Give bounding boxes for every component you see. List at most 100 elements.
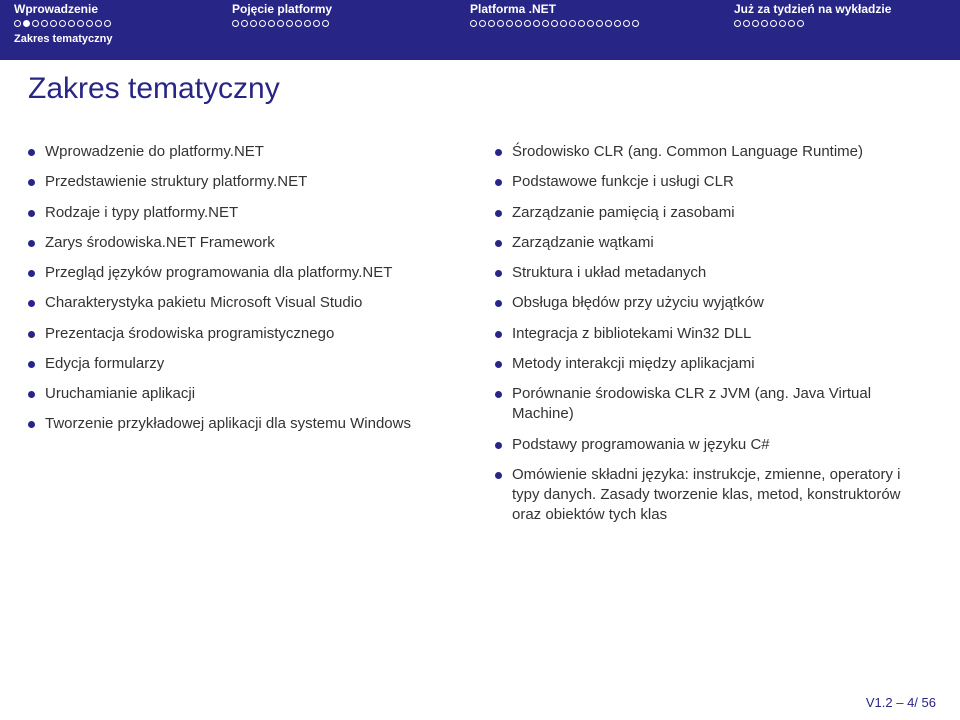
- progress-dot[interactable]: [506, 20, 513, 27]
- progress-dot[interactable]: [542, 20, 549, 27]
- list-item-text: Zarządzanie wątkami: [512, 233, 654, 253]
- header-section[interactable]: WprowadzenieZakres tematyczny: [14, 2, 232, 60]
- progress-dots: [232, 20, 470, 27]
- progress-dot[interactable]: [578, 20, 585, 27]
- content-columns: Wprowadzenie do platformy.NET Przedstawie…: [0, 114, 960, 536]
- bullet-icon: [28, 300, 35, 307]
- progress-dot[interactable]: [488, 20, 495, 27]
- list-item: Przegląd języków programowania dla platf…: [28, 263, 465, 283]
- progress-dot[interactable]: [779, 20, 786, 27]
- list-item: Zarys środowiska.NET Framework: [28, 233, 465, 253]
- progress-dot[interactable]: [250, 20, 257, 27]
- progress-dot[interactable]: [322, 20, 329, 27]
- progress-dot[interactable]: [623, 20, 630, 27]
- bullet-icon: [495, 240, 502, 247]
- progress-dot[interactable]: [104, 20, 111, 27]
- progress-dot[interactable]: [232, 20, 239, 27]
- list-item-text: Przedstawienie struktury platformy.NET: [45, 172, 307, 192]
- progress-dot[interactable]: [761, 20, 768, 27]
- header-section-title: Wprowadzenie: [14, 2, 232, 16]
- progress-dot[interactable]: [32, 20, 39, 27]
- progress-dot[interactable]: [68, 20, 75, 27]
- progress-dots: [14, 20, 232, 27]
- header-section[interactable]: Pojęcie platformy: [232, 2, 470, 60]
- progress-dot[interactable]: [295, 20, 302, 27]
- progress-dot[interactable]: [241, 20, 248, 27]
- progress-dot[interactable]: [569, 20, 576, 27]
- progress-dot[interactable]: [560, 20, 567, 27]
- bullet-icon: [28, 270, 35, 277]
- left-column: Wprowadzenie do platformy.NET Przedstawie…: [28, 142, 465, 536]
- right-column: Środowisko CLR (ang. Common Language Run…: [495, 142, 932, 536]
- progress-dot[interactable]: [797, 20, 804, 27]
- list-item-text: Wprowadzenie do platformy.NET: [45, 142, 264, 162]
- progress-dot[interactable]: [788, 20, 795, 27]
- progress-dot[interactable]: [752, 20, 759, 27]
- bullet-icon: [495, 361, 502, 368]
- list-item: Struktura i układ metadanych: [495, 263, 932, 283]
- progress-dot[interactable]: [59, 20, 66, 27]
- list-item: Omówienie składni języka: instrukcje, zm…: [495, 465, 932, 526]
- bullet-icon: [28, 179, 35, 186]
- progress-dot[interactable]: [479, 20, 486, 27]
- progress-dot[interactable]: [632, 20, 639, 27]
- list-item: Metody interakcji między aplikacjami: [495, 354, 932, 374]
- progress-dot[interactable]: [41, 20, 48, 27]
- progress-dot[interactable]: [605, 20, 612, 27]
- list-item: Tworzenie przykładowej aplikacji dla sys…: [28, 414, 465, 434]
- header-section-title: Już za tydzień na wykładzie: [734, 2, 946, 16]
- bullet-icon: [495, 391, 502, 398]
- progress-dot[interactable]: [95, 20, 102, 27]
- progress-dot[interactable]: [734, 20, 741, 27]
- progress-dot[interactable]: [515, 20, 522, 27]
- list-item: Zarządzanie pamięcią i zasobami: [495, 203, 932, 223]
- progress-dot[interactable]: [286, 20, 293, 27]
- progress-dot[interactable]: [497, 20, 504, 27]
- progress-dots: [470, 20, 734, 27]
- bullet-icon: [495, 210, 502, 217]
- header-section[interactable]: Platforma .NET: [470, 2, 734, 60]
- progress-dot[interactable]: [614, 20, 621, 27]
- list-item-text: Integracja z bibliotekami Win32 DLL: [512, 324, 751, 344]
- progress-dot[interactable]: [277, 20, 284, 27]
- header-section[interactable]: Już za tydzień na wykładzie: [734, 2, 946, 60]
- list-item-text: Omówienie składni języka: instrukcje, zm…: [512, 465, 932, 526]
- bullet-icon: [495, 300, 502, 307]
- progress-dot[interactable]: [470, 20, 477, 27]
- progress-dot[interactable]: [77, 20, 84, 27]
- bullet-icon: [28, 149, 35, 156]
- bullet-icon: [495, 149, 502, 156]
- progress-dot[interactable]: [770, 20, 777, 27]
- list-item-text: Uruchamianie aplikacji: [45, 384, 195, 404]
- list-item: Porównanie środowiska CLR z JVM (ang. Ja…: [495, 384, 932, 425]
- list-item-text: Przegląd języków programowania dla platf…: [45, 263, 392, 283]
- progress-dot[interactable]: [587, 20, 594, 27]
- bullet-icon: [495, 331, 502, 338]
- header-section-title: Platforma .NET: [470, 2, 734, 16]
- progress-dot[interactable]: [304, 20, 311, 27]
- bullet-icon: [28, 210, 35, 217]
- progress-dot[interactable]: [23, 20, 30, 27]
- progress-dot[interactable]: [551, 20, 558, 27]
- list-item: Wprowadzenie do platformy.NET: [28, 142, 465, 162]
- progress-dot[interactable]: [50, 20, 57, 27]
- progress-dot[interactable]: [259, 20, 266, 27]
- bullet-icon: [28, 391, 35, 398]
- progress-dot[interactable]: [86, 20, 93, 27]
- progress-dot[interactable]: [268, 20, 275, 27]
- progress-dot[interactable]: [743, 20, 750, 27]
- list-item-text: Obsługa błędów przy użyciu wyjątków: [512, 293, 764, 313]
- progress-dots: [734, 20, 946, 27]
- list-item-text: Porównanie środowiska CLR z JVM (ang. Ja…: [512, 384, 932, 425]
- progress-dot[interactable]: [14, 20, 21, 27]
- list-item-text: Tworzenie przykładowej aplikacji dla sys…: [45, 414, 411, 434]
- progress-dot[interactable]: [533, 20, 540, 27]
- bullet-icon: [495, 442, 502, 449]
- list-item-text: Zarys środowiska.NET Framework: [45, 233, 275, 253]
- list-item: Zarządzanie wątkami: [495, 233, 932, 253]
- progress-dot[interactable]: [596, 20, 603, 27]
- progress-dot[interactable]: [313, 20, 320, 27]
- bullet-icon: [495, 270, 502, 277]
- progress-dot[interactable]: [524, 20, 531, 27]
- list-item: Uruchamianie aplikacji: [28, 384, 465, 404]
